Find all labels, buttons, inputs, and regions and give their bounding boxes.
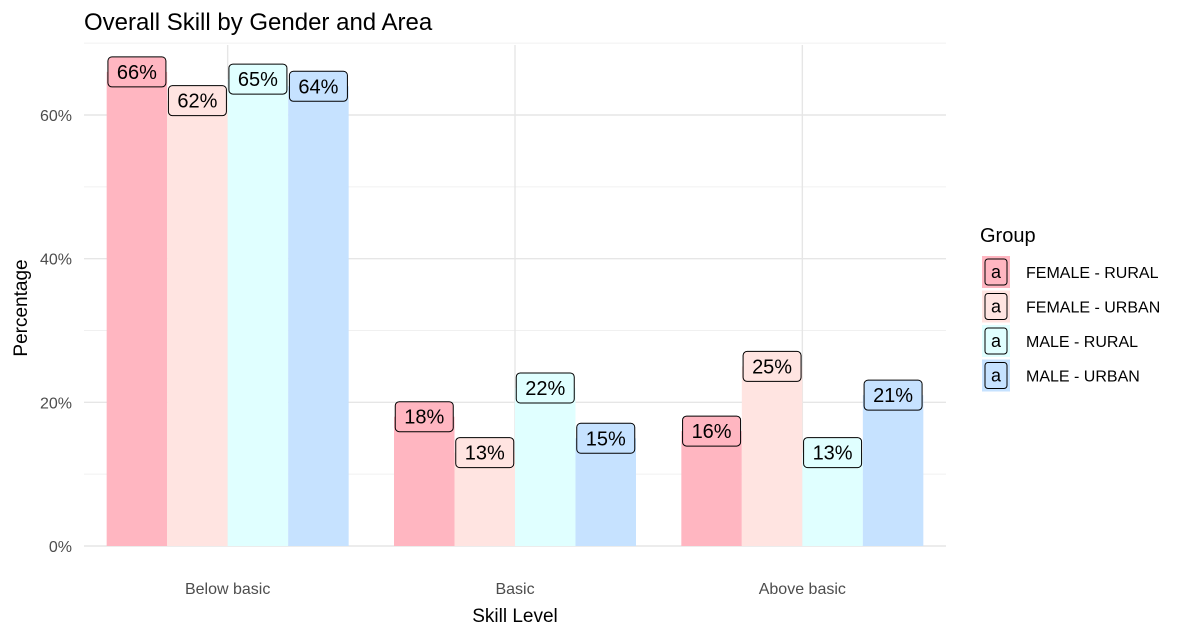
legend-item: a MALE - URBAN bbox=[982, 359, 1140, 392]
data-label-text: 66% bbox=[117, 62, 157, 84]
data-label-box bbox=[107, 56, 167, 88]
y-tick-label: 20% bbox=[40, 395, 72, 412]
bar bbox=[227, 79, 289, 546]
legend-key-box bbox=[984, 258, 1008, 286]
data-label: 65% bbox=[228, 63, 288, 95]
data-labels: 66% 18% 16% 62% 13% 25% 65% 22% 13% 64% 15% 21% bbox=[107, 56, 923, 469]
bar bbox=[167, 100, 228, 546]
y-tick-label: 60% bbox=[40, 108, 72, 125]
bar bbox=[106, 71, 168, 547]
bar bbox=[862, 395, 924, 546]
bar bbox=[394, 416, 455, 546]
data-label-text: 18% bbox=[404, 407, 444, 429]
bar bbox=[515, 387, 576, 546]
bar bbox=[575, 438, 636, 546]
data-label-box bbox=[863, 379, 923, 411]
data-label-box bbox=[228, 63, 288, 95]
data-label: 18% bbox=[394, 401, 454, 433]
legend-item: a FEMALE - RURAL bbox=[982, 256, 1159, 288]
data-label-text: 25% bbox=[752, 356, 792, 378]
legend-key-box bbox=[984, 293, 1008, 320]
y-tick-label: 40% bbox=[40, 252, 72, 269]
legend: Group a FEMALE - RURAL a FEMALE - URBAN a MAL… bbox=[980, 225, 1160, 392]
bar bbox=[681, 431, 742, 546]
data-label-text: 64% bbox=[298, 76, 338, 98]
data-label: 22% bbox=[515, 372, 575, 404]
legend-label: FEMALE - URBAN bbox=[1026, 300, 1160, 317]
legend-title: Group bbox=[980, 225, 1036, 247]
legend-label: MALE - RURAL bbox=[1026, 334, 1138, 351]
data-label: 21% bbox=[863, 379, 923, 411]
data-label-text: 22% bbox=[525, 378, 565, 400]
data-label: 25% bbox=[742, 350, 802, 382]
data-label: 13% bbox=[455, 437, 515, 469]
legend-label: FEMALE - RURAL bbox=[1026, 265, 1159, 282]
data-label-text: 16% bbox=[692, 421, 732, 443]
data-label-text: 65% bbox=[238, 69, 278, 91]
legend-label: MALE - URBAN bbox=[1026, 369, 1140, 386]
data-label-text: 13% bbox=[465, 443, 505, 465]
data-label-text: 21% bbox=[873, 385, 913, 407]
bar bbox=[741, 366, 803, 546]
data-label-box bbox=[394, 401, 454, 433]
data-label: 66% bbox=[107, 56, 167, 88]
x-axis-title: Skill Level bbox=[472, 606, 558, 627]
data-label-box bbox=[167, 85, 227, 117]
data-label-box bbox=[515, 372, 575, 404]
data-label: 62% bbox=[167, 85, 227, 117]
bar bbox=[802, 452, 863, 546]
legend-key-box bbox=[984, 362, 1008, 389]
y-tick-label: 0% bbox=[49, 539, 72, 556]
data-label: 13% bbox=[803, 437, 863, 469]
data-label: 16% bbox=[682, 415, 742, 447]
x-tick-label: Basic bbox=[495, 581, 534, 598]
bar bbox=[288, 86, 349, 547]
data-label: 64% bbox=[288, 70, 348, 102]
legend-item: a FEMALE - URBAN bbox=[982, 290, 1160, 323]
data-label-box bbox=[576, 422, 636, 454]
legend-key-glyph: a bbox=[991, 331, 1002, 351]
x-tick-label: Above basic bbox=[759, 581, 846, 598]
bar bbox=[454, 452, 515, 546]
data-label-text: 62% bbox=[177, 91, 217, 113]
legend-key-glyph: a bbox=[991, 297, 1002, 317]
y-axis-title: Percentage bbox=[11, 259, 32, 356]
data-label-box bbox=[803, 437, 863, 469]
data-label-text: 15% bbox=[586, 428, 626, 450]
chart-title: Overall Skill by Gender and Area bbox=[84, 9, 433, 36]
legend-key-glyph: a bbox=[991, 366, 1002, 386]
legend-key-glyph: a bbox=[991, 262, 1002, 282]
bars bbox=[106, 71, 924, 547]
data-label-box bbox=[455, 437, 515, 469]
legend-key-box bbox=[984, 327, 1008, 355]
data-label-box bbox=[682, 415, 742, 447]
legend-item: a MALE - RURAL bbox=[982, 325, 1138, 357]
data-label-text: 13% bbox=[813, 443, 853, 465]
x-axis-ticks: Below basic Basic Above basic bbox=[185, 581, 846, 598]
data-label-box bbox=[288, 70, 348, 102]
data-label: 15% bbox=[576, 422, 636, 454]
y-axis-ticks: 0% 20% 40% 60% bbox=[40, 108, 72, 556]
data-label-box bbox=[742, 350, 802, 382]
x-tick-label: Below basic bbox=[185, 581, 270, 598]
